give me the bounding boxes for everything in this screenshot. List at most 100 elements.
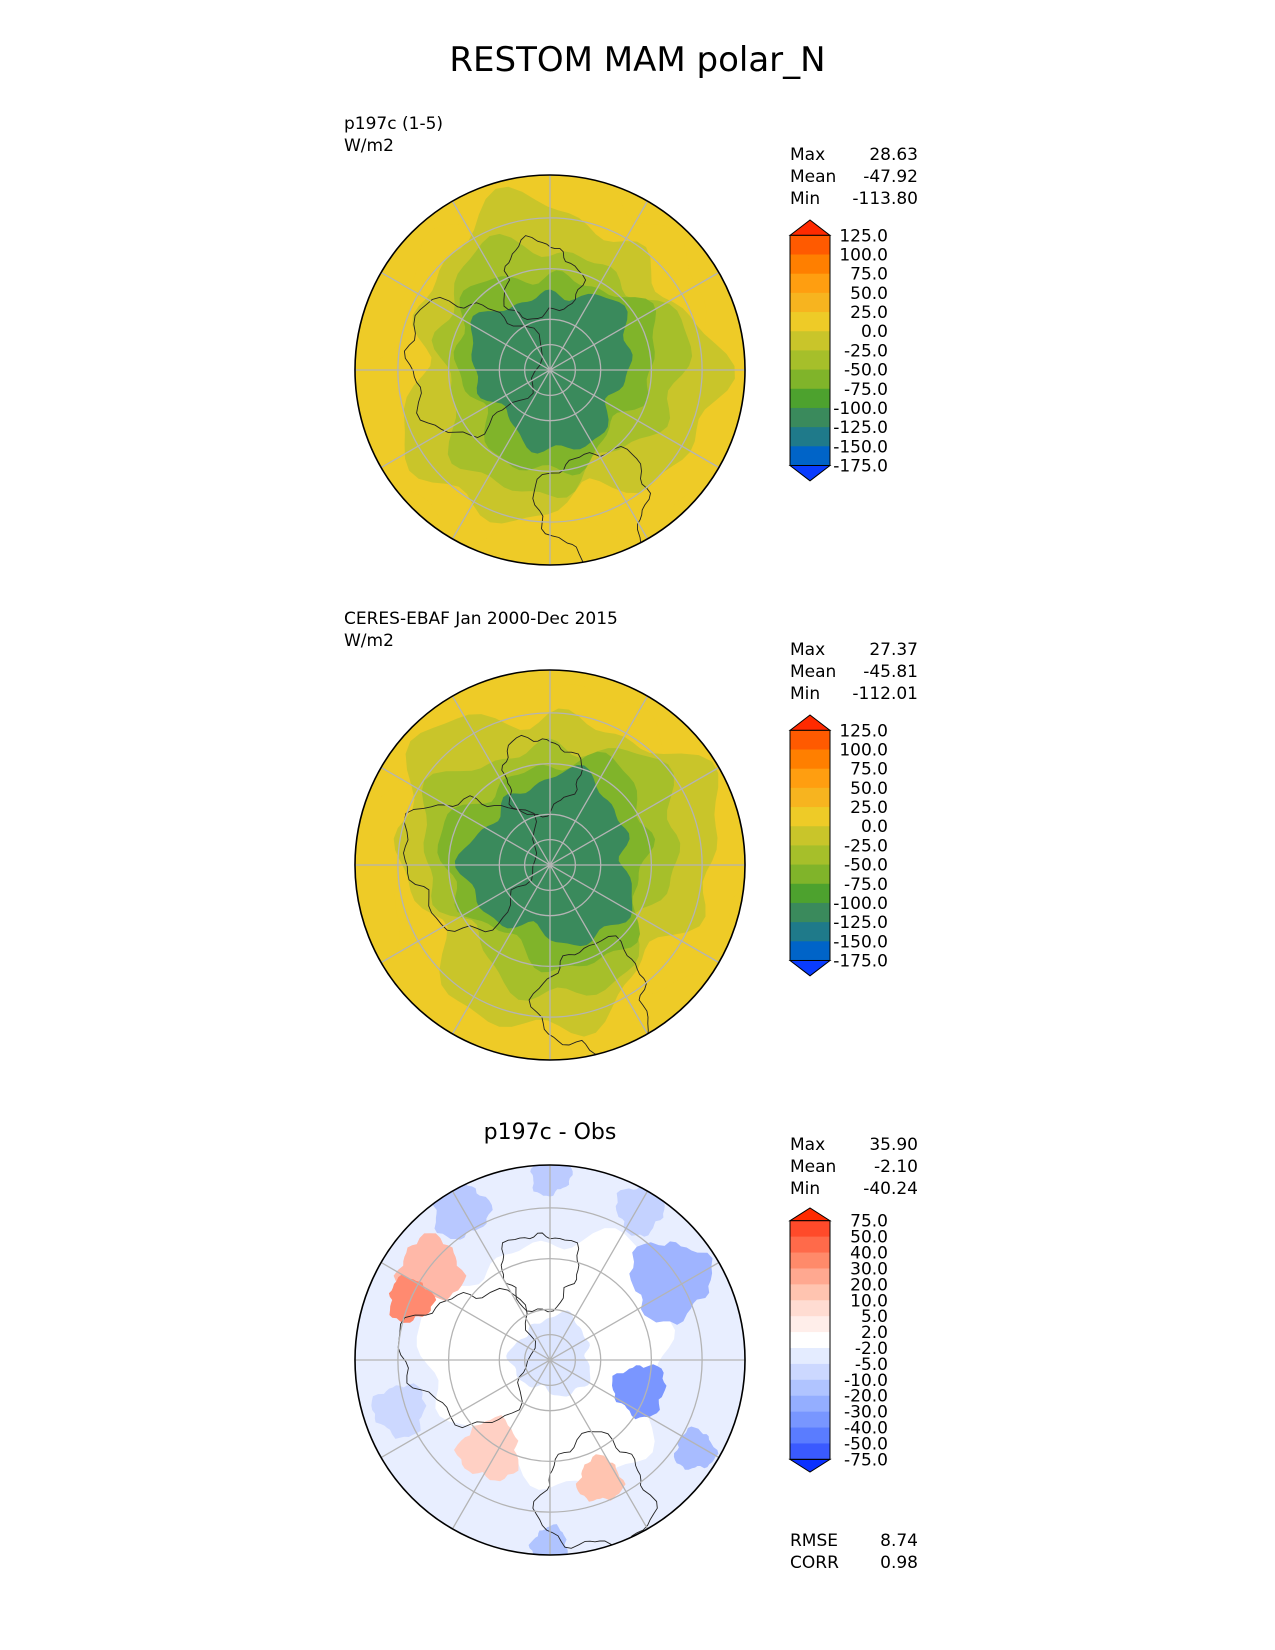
colorbar-swatch — [790, 749, 830, 770]
field-contour-band — [454, 765, 633, 947]
colorbar-swatch — [790, 1411, 830, 1429]
panel2-mean-value: -45.81 — [863, 662, 918, 682]
colorbar-tick-label: 75.0 — [850, 1212, 888, 1232]
panel3-max-value: 35.90 — [869, 1135, 918, 1155]
colorbar-tick-label: -10.0 — [844, 1371, 888, 1391]
colorbar-swatch — [790, 388, 830, 409]
colorbar-frame — [789, 729, 831, 961]
page-title: RESTOM MAM polar_N — [449, 40, 826, 80]
colorbar-tick-label: 75.0 — [850, 760, 888, 780]
colorbar-tick-label: -40.0 — [844, 1419, 888, 1439]
colorbar-swatch — [790, 1284, 830, 1301]
colorbar-tick-label: 20.0 — [850, 1275, 888, 1295]
colorbar-swatch — [790, 1443, 830, 1460]
colorbar-tick-label: 25.0 — [850, 798, 888, 818]
colorbar-swatch — [790, 407, 830, 428]
panel3-corr-value: 0.98 — [880, 1553, 918, 1573]
colorbar-tick-label: -175.0 — [833, 456, 888, 476]
panel3-colorbar: 75.050.040.030.020.010.05.02.0-2.0-5.0-1… — [788, 1207, 888, 1473]
colorbar-swatch — [790, 427, 830, 447]
colorbar-tick-label: 50.0 — [850, 1228, 888, 1248]
coastline — [501, 734, 583, 818]
colorbar-swatch — [790, 883, 830, 904]
colorbar-tick-label: 25.0 — [850, 303, 888, 323]
colorbar-tick-label: -125.0 — [833, 418, 888, 438]
panel1-label-case: p197c (1-5) — [344, 114, 444, 134]
panel1-polar-map — [354, 174, 746, 566]
colorbar-extend-bottom — [788, 464, 832, 482]
panel2-max-value: 27.37 — [869, 640, 918, 660]
colorbar-tick-label: -150.0 — [833, 437, 888, 457]
colorbar-swatch — [790, 922, 830, 942]
panel2-label-units: W/m2 — [344, 631, 394, 651]
panel3-mean-value: -2.10 — [874, 1157, 918, 1177]
colorbar-tick-label: -50.0 — [844, 361, 888, 381]
panel1-max-value: 28.63 — [869, 145, 918, 165]
panel2-colorbar: 125.0100.075.050.025.00.0-25.0-50.0-75.0… — [788, 714, 888, 977]
colorbar-tick-label: 40.0 — [850, 1244, 888, 1264]
colorbar-tick-label: -150.0 — [833, 932, 888, 952]
colorbar-tick-label: 50.0 — [850, 779, 888, 799]
colorbar-tick-label: -75.0 — [844, 380, 888, 400]
panel3-polar-map — [354, 1164, 746, 1556]
colorbar-swatch — [790, 826, 830, 846]
colorbar-swatch — [790, 941, 830, 961]
colorbar-tick-label: -25.0 — [844, 836, 888, 856]
coastline — [403, 296, 543, 438]
map-field — [355, 175, 745, 565]
colorbar-swatch — [790, 331, 830, 351]
colorbar-tick-label: 100.0 — [839, 741, 888, 761]
colorbar-swatch — [790, 254, 830, 275]
colorbar-swatch — [790, 273, 830, 294]
panel1-min-label: Min — [790, 189, 821, 209]
colorbar-swatch — [790, 369, 830, 390]
colorbar-tick-label: 5.0 — [861, 1307, 888, 1327]
field-anomaly-patch — [575, 1454, 626, 1502]
colorbar-swatch — [790, 1395, 830, 1413]
colorbar-tick-label: -100.0 — [833, 399, 888, 419]
colorbar-extend-bottom — [788, 959, 832, 977]
colorbar-extend-bottom — [788, 1458, 832, 1473]
colorbar-swatch — [790, 1379, 830, 1397]
colorbar-tick-label: -125.0 — [833, 913, 888, 933]
map-field — [355, 670, 745, 1060]
panel1-colorbar: 125.0100.075.050.025.00.0-25.0-50.0-75.0… — [788, 219, 888, 482]
colorbar-swatch — [790, 1427, 830, 1444]
colorbar-tick-label: -75.0 — [844, 1450, 888, 1470]
panel1-max-label: Max — [790, 145, 826, 165]
colorbar-tick-label: 30.0 — [850, 1259, 888, 1279]
panel3-rmse-value: 8.74 — [880, 1531, 918, 1551]
field-contour-band — [506, 1310, 591, 1397]
colorbar-tick-label: 0.0 — [861, 817, 888, 837]
map-boundary — [354, 669, 746, 1061]
longitude-gridline — [451, 695, 649, 1035]
panel3-title: p197c - Obs — [483, 1120, 617, 1145]
panel1-mean-value: -47.92 — [863, 167, 918, 187]
colorbar-extend-top — [788, 714, 832, 731]
colorbar-frame — [789, 234, 831, 466]
colorbar-tick-label: -50.0 — [844, 1434, 888, 1454]
colorbar-frame — [789, 1220, 831, 1460]
panel1-label-units: W/m2 — [344, 136, 394, 156]
colorbar-swatch — [790, 1236, 830, 1254]
field-anomaly-patch — [530, 1165, 573, 1197]
colorbar-swatch — [790, 807, 830, 827]
colorbar-swatch — [790, 1316, 830, 1333]
colorbar-tick-label: -75.0 — [844, 875, 888, 895]
colorbar-extend-top — [788, 1207, 832, 1222]
colorbar-tick-label: 2.0 — [861, 1323, 888, 1343]
colorbar-tick-label: 50.0 — [850, 284, 888, 304]
panel2-min-label: Min — [790, 684, 821, 704]
colorbar-swatch — [790, 1348, 830, 1365]
panel3-corr-label: CORR — [790, 1553, 839, 1573]
panel3-mean-label: Mean — [790, 1157, 837, 1177]
panel1-mean-label: Mean — [790, 167, 837, 187]
colorbar-tick-label: 75.0 — [850, 265, 888, 285]
coastline — [503, 235, 587, 320]
field-anomaly-patch — [612, 1364, 667, 1420]
panel2-min-value: -112.01 — [852, 684, 918, 704]
coastline — [397, 1287, 536, 1429]
panel2-max-label: Max — [790, 640, 826, 660]
panel2-label-source: CERES-EBAF Jan 2000-Dec 2015 — [344, 609, 618, 629]
panel3-max-label: Max — [790, 1135, 826, 1155]
